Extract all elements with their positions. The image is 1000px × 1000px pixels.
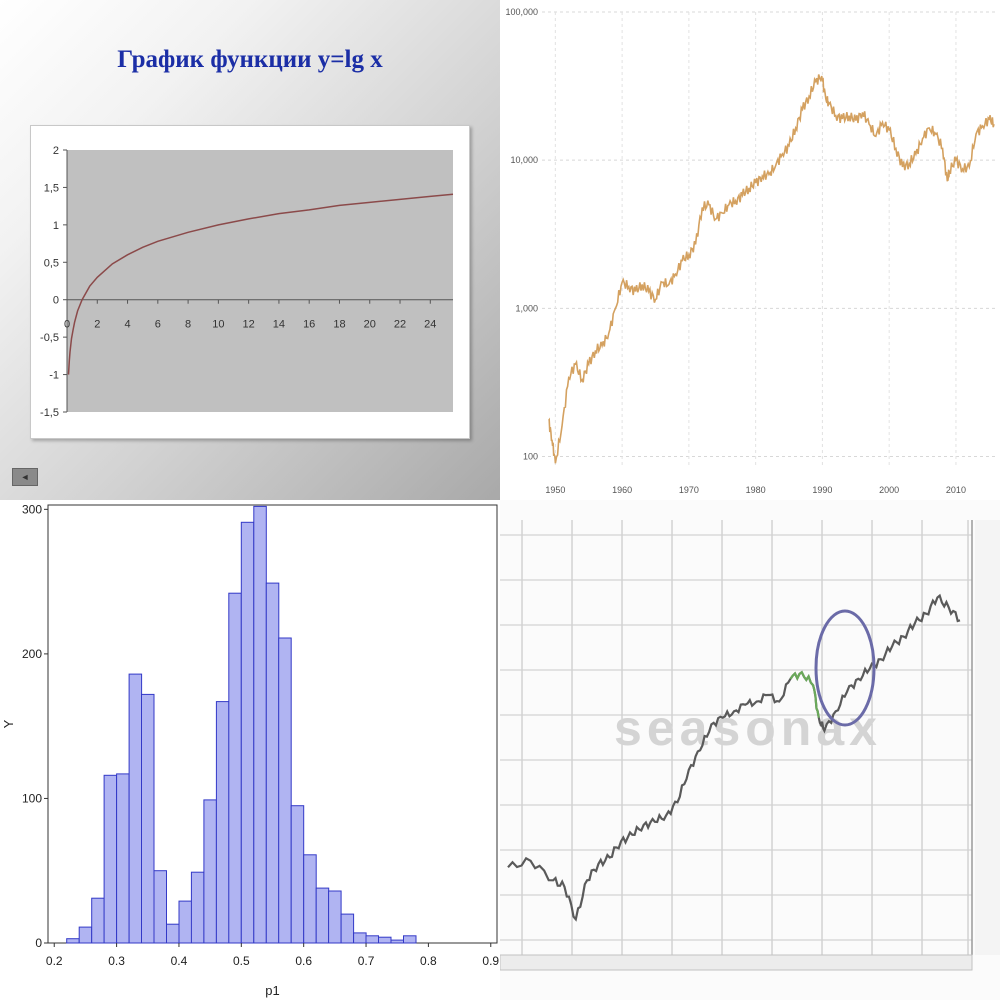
histogram-bar bbox=[91, 897, 105, 944]
histogram-bar bbox=[328, 890, 342, 944]
histogram-bar bbox=[290, 805, 305, 944]
seasonax-watermark: seasonax bbox=[614, 700, 882, 756]
x-tick-label: 14 bbox=[273, 319, 285, 331]
histogram-chart: 0 100 200 300 0.2 0.3 0.4 0.5 0.6 0.7 0.8 0.9 p1 Y bbox=[1, 502, 499, 998]
x-tick-label: 12 bbox=[243, 319, 255, 331]
histogram-bar bbox=[265, 582, 280, 944]
x-tick-label: 0.6 bbox=[295, 954, 312, 968]
histogram-bar bbox=[403, 935, 417, 944]
y-axis-label: Y bbox=[1, 719, 16, 728]
x-tick-label: 1960 bbox=[612, 485, 632, 495]
x-tick-label: 0.8 bbox=[420, 954, 437, 968]
lg-function-panel: График функции y=lg x 2 1,5 1 0,5 0 -0,5 -1 -1,… bbox=[0, 0, 500, 500]
y-tick-label: 2 bbox=[53, 145, 59, 157]
x-tick-label: 6 bbox=[155, 319, 161, 331]
histogram-bar bbox=[353, 932, 367, 944]
histogram-bar bbox=[365, 935, 379, 944]
x-axis-label: p1 bbox=[265, 983, 279, 998]
x-tick-label: 1950 bbox=[545, 485, 565, 495]
x-tick-label: 18 bbox=[333, 319, 345, 331]
histogram-panel: 0 100 200 300 0.2 0.3 0.4 0.5 0.6 0.7 0.8 0.9 p1 Y bbox=[0, 500, 500, 1000]
x-tick-label: 16 bbox=[303, 319, 315, 331]
x-tick-label: 0 bbox=[64, 319, 70, 331]
histogram-bar bbox=[116, 773, 130, 944]
x-tick-label: 0.5 bbox=[233, 954, 250, 968]
histogram-bar bbox=[203, 799, 217, 944]
histogram-bar bbox=[303, 854, 317, 944]
x-tick-label: 1970 bbox=[679, 485, 699, 495]
y-tick-label: 100 bbox=[22, 791, 42, 805]
seasonax-chart-panel: seasonax bbox=[500, 500, 1000, 1000]
slide-control-button[interactable]: ◄ bbox=[12, 468, 38, 486]
histogram-bar bbox=[315, 887, 330, 944]
index-series-line bbox=[548, 74, 995, 464]
y-tick-label: 1 bbox=[53, 220, 59, 232]
x-tick-label: 1990 bbox=[812, 485, 832, 495]
histogram-bar bbox=[228, 592, 242, 944]
seasonax-chart: seasonax bbox=[500, 520, 1000, 971]
y-tick-label: -0,5 bbox=[40, 332, 59, 344]
x-tick-label: 24 bbox=[424, 319, 436, 331]
y-tick-label: 300 bbox=[22, 502, 42, 516]
histogram-bar bbox=[78, 926, 93, 944]
x-tick-label: 0.4 bbox=[171, 954, 188, 968]
y-tick-label: 0 bbox=[53, 295, 59, 307]
y-tick-label: 1,000 bbox=[515, 303, 538, 313]
seasonal-series-line bbox=[507, 593, 961, 922]
log-line-chart: 100 1,000 10,000 100,000 1950 1960 1970 1980 199… bbox=[505, 7, 996, 495]
x-tick-label: 0.9 bbox=[482, 954, 499, 968]
highlighted-segment bbox=[789, 670, 820, 718]
x-tick-label: 2000 bbox=[879, 485, 899, 495]
highlight-circle bbox=[814, 609, 876, 727]
histogram-bar bbox=[178, 900, 192, 944]
x-tick-label: 1980 bbox=[746, 485, 766, 495]
x-tick-label: 4 bbox=[124, 319, 130, 331]
histogram-bar bbox=[166, 923, 180, 944]
x-tick-label: 0.2 bbox=[46, 954, 63, 968]
chart-title: График функции y=lg x bbox=[117, 46, 383, 73]
histogram-bar bbox=[141, 693, 155, 944]
y-tick-label: 200 bbox=[22, 647, 42, 661]
y-tick-label: -1,5 bbox=[40, 407, 59, 419]
histogram-bar bbox=[190, 871, 205, 944]
y-tick-label: 100 bbox=[523, 452, 538, 462]
x-tick-label: 22 bbox=[394, 319, 406, 331]
x-tick-label: 20 bbox=[364, 319, 376, 331]
lg-chart: 21,510,50-0,5-1-1,50 2 4 6 8 10 12 14 16 18 20 22 24 bbox=[40, 145, 454, 419]
y-tick-label: 0,5 bbox=[44, 257, 59, 269]
histogram-bar bbox=[103, 774, 118, 944]
lg-curve bbox=[67, 193, 454, 375]
log-scale-line-panel: 100 1,000 10,000 100,000 1950 1960 1970 1980 199… bbox=[500, 0, 1000, 500]
x-axis-strip bbox=[500, 954, 973, 971]
histogram-bar bbox=[153, 870, 167, 944]
histogram-bar bbox=[240, 521, 255, 944]
x-tick-label: 10 bbox=[212, 319, 224, 331]
x-tick-label: 2010 bbox=[946, 485, 966, 495]
histogram-bar bbox=[278, 637, 292, 944]
x-tick-label: 2 bbox=[94, 319, 100, 331]
histogram-bar bbox=[340, 913, 355, 944]
y-tick-label: 0 bbox=[35, 936, 42, 950]
histogram-bar bbox=[215, 701, 230, 944]
y-tick-label: 10,000 bbox=[510, 155, 538, 165]
histogram-bar bbox=[378, 936, 392, 944]
x-tick-label: 0.3 bbox=[108, 954, 125, 968]
y-tick-label: -1 bbox=[49, 370, 59, 382]
y-tick-label: 1,5 bbox=[44, 182, 59, 194]
x-tick-label: 0.7 bbox=[358, 954, 375, 968]
histogram-bar bbox=[253, 505, 267, 944]
histogram-bar bbox=[390, 939, 404, 944]
right-axis-area bbox=[975, 520, 1000, 955]
histogram-bar bbox=[66, 938, 80, 944]
y-tick-label: 100,000 bbox=[505, 7, 538, 17]
histogram-bar bbox=[128, 673, 143, 944]
plot-area bbox=[67, 150, 453, 412]
x-tick-label: 8 bbox=[185, 319, 191, 331]
